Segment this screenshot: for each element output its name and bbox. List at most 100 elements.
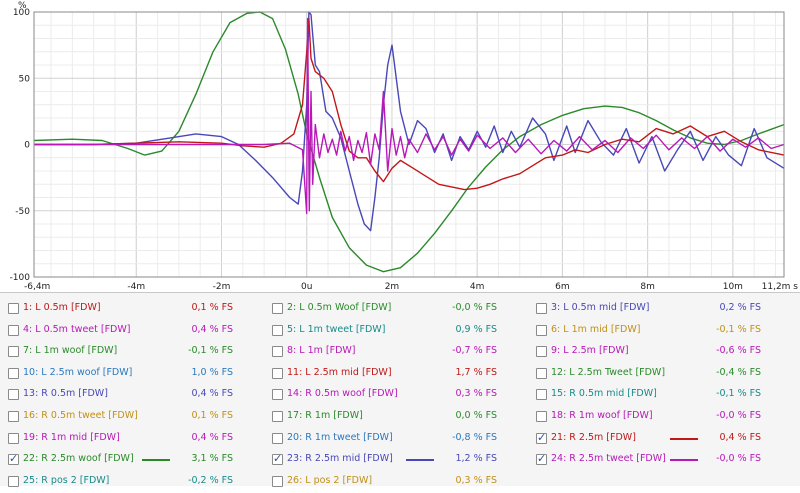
y-tick-label: -100 (10, 273, 31, 283)
legend-value: -0,4 % FS (716, 366, 761, 378)
legend-swatch (142, 459, 170, 462)
legend-checkbox[interactable] (536, 303, 547, 314)
legend-checkbox[interactable] (536, 346, 547, 358)
legend-value: 1,0 % FS (191, 366, 233, 378)
legend-checkbox[interactable] (272, 324, 283, 336)
legend-checkbox[interactable] (8, 303, 19, 314)
legend-value: -0,1 % FS (716, 323, 761, 335)
y-tick-label: 50 (19, 74, 31, 84)
series-line-2 (34, 11, 785, 232)
legend-checkbox[interactable] (8, 367, 19, 379)
legend-checkbox[interactable] (272, 475, 283, 487)
legend-checkbox[interactable] (536, 324, 547, 336)
legend-checkbox[interactable] (8, 452, 19, 466)
series-line-4 (34, 17, 785, 215)
legend-label[interactable]: 4: L 0.5m tweet [FDW] (23, 323, 131, 335)
legend-item: 6: L 1m mid [FDW] -0,1 % FS (528, 321, 793, 343)
legend-column-2: 2: L 0.5m Woof [FDW] -0,0 % FS 5: L 1m twe… (264, 299, 529, 493)
legend-label[interactable]: 10: L 2.5m woof [FDW] (23, 366, 133, 378)
legend-label[interactable]: 22: R 2.5m woof [FDW] (23, 453, 134, 465)
legend-label[interactable]: 6: L 1m mid [FDW] (551, 323, 641, 335)
x-tick-label: -4m (127, 282, 145, 292)
legend-checkbox[interactable] (8, 389, 19, 401)
legend-item: 7: L 1m woof [FDW] -0,1 % FS (0, 342, 265, 364)
legend-swatch (670, 437, 698, 440)
legend-column-3: 3: L 0.5m mid [FDW] 0,2 % FS 6: L 1m mid [… (528, 299, 793, 472)
tick-labels: -6,4m -4m -2m 0u 2m 4m 6m 8m 10m 11,2m s 100 50 0 -50… (10, 8, 799, 292)
legend-checkbox[interactable] (536, 452, 547, 466)
legend-item: 21: R 2.5m [FDW] 0,4 % FS (528, 429, 793, 451)
legend-label[interactable]: 24: R 2.5m tweet [FDW] (551, 453, 666, 465)
legend-checkbox[interactable] (272, 410, 283, 422)
legend-item: 8: L 1m [FDW] -0,7 % FS (264, 342, 529, 364)
legend-checkbox[interactable] (272, 303, 283, 314)
legend-checkbox[interactable] (8, 475, 19, 487)
legend-item: 15: R 0.5m mid [FDW] -0,1 % FS (528, 385, 793, 407)
legend-value: -0,8 % FS (452, 431, 497, 443)
legend-label[interactable]: 19: R 1m mid [FDW] (23, 431, 120, 443)
legend-label[interactable]: 13: R 0.5m [FDW] (23, 388, 108, 400)
legend-label[interactable]: 25: R pos 2 [FDW] (23, 474, 110, 486)
legend-swatch (670, 459, 698, 462)
legend-checkbox[interactable] (8, 346, 19, 358)
legend-value: -0,2 % FS (188, 474, 233, 486)
legend-value: 1,2 % FS (455, 453, 497, 465)
legend-checkbox[interactable] (536, 431, 547, 444)
legend-label[interactable]: 26: L pos 2 [FDW] (287, 474, 373, 486)
legend-value: 0,1 % FS (191, 302, 233, 313)
legend-item: 26: L pos 2 [FDW] 0,3 % FS (264, 472, 529, 493)
legend-value: 0,4 % FS (191, 323, 233, 335)
legend-item: 4: L 0.5m tweet [FDW] 0,4 % FS (0, 321, 265, 343)
legend-item: 13: R 0.5m [FDW] 0,4 % FS (0, 385, 265, 407)
legend-label[interactable]: 12: L 2.5m Tweet [FDW] (551, 366, 666, 378)
legend-checkbox[interactable] (272, 389, 283, 401)
legend-checkbox[interactable] (536, 389, 547, 401)
legend-checkbox[interactable] (272, 432, 283, 444)
chart-svg[interactable]: -6,4m -4m -2m 0u 2m 4m 6m 8m 10m 11,2m s 100 50 0 -50… (0, 0, 800, 292)
series-line-3 (34, 17, 785, 191)
legend-item: 16: R 0.5m tweet [FDW] 0,1 % FS (0, 407, 265, 429)
plot-frame (33, 11, 785, 278)
legend-label[interactable]: 11: L 2.5m mid [FDW] (287, 366, 392, 378)
legend-item: 18: R 1m woof [FDW] -0,0 % FS (528, 407, 793, 429)
legend-label[interactable]: 23: R 2.5m mid [FDW] (287, 453, 393, 465)
legend-label[interactable]: 7: L 1m woof [FDW] (23, 345, 118, 357)
legend-checkbox[interactable] (272, 346, 283, 358)
legend-checkbox[interactable] (8, 410, 19, 422)
legend-item: 12: L 2.5m Tweet [FDW] -0,4 % FS (528, 364, 793, 386)
legend-label[interactable]: 9: L 2.5m [FDW] (551, 345, 629, 357)
impulse-response-chart[interactable]: -6,4m -4m -2m 0u 2m 4m 6m 8m 10m 11,2m s 100 50 0 -50… (0, 0, 800, 292)
legend-item: 1: L 0.5m [FDW] 0,1 % FS (0, 299, 265, 321)
legend-label[interactable]: 14: R 0.5m woof [FDW] (287, 388, 398, 400)
legend-checkbox[interactable] (272, 367, 283, 379)
legend-checkbox[interactable] (8, 324, 19, 336)
series-lines (33, 11, 785, 273)
legend-item: 10: L 2.5m woof [FDW] 1,0 % FS (0, 364, 265, 386)
legend-panel: 1: L 0.5m [FDW] 0,1 % FS 4: L 0.5m tweet [… (0, 292, 800, 487)
legend-label[interactable]: 2: L 0.5m Woof [FDW] (287, 302, 392, 313)
x-tick-label: -2m (213, 282, 231, 292)
legend-value: 0,3 % FS (455, 474, 497, 486)
legend-label[interactable]: 20: R 1m tweet [FDW] (287, 431, 393, 443)
legend-label[interactable]: 5: L 1m tweet [FDW] (287, 323, 386, 335)
legend-label[interactable]: 15: R 0.5m mid [FDW] (551, 388, 657, 400)
legend-label[interactable]: 1: L 0.5m [FDW] (23, 302, 101, 313)
legend-checkbox[interactable] (8, 432, 19, 444)
legend-label[interactable]: 8: L 1m [FDW] (287, 345, 356, 357)
x-tick-label: 11,2m s (762, 282, 799, 292)
legend-checkbox[interactable] (272, 452, 283, 466)
legend-label[interactable]: 17: R 1m [FDW] (287, 409, 363, 421)
legend-checkbox[interactable] (536, 410, 547, 422)
legend-label[interactable]: 18: R 1m woof [FDW] (551, 409, 653, 421)
legend-column-1: 1: L 0.5m [FDW] 0,1 % FS 4: L 0.5m tweet [… (0, 299, 265, 493)
x-tick-label: 10m (723, 282, 743, 292)
legend-value: -0,0 % FS (452, 302, 497, 313)
y-axis-label: % (18, 1, 27, 11)
legend-label[interactable]: 21: R 2.5m [FDW] (551, 431, 636, 443)
legend-checkbox[interactable] (536, 367, 547, 379)
legend-value: -0,0 % FS (716, 453, 761, 465)
legend-label[interactable]: 16: R 0.5m tweet [FDW] (23, 409, 138, 421)
legend-value: 0,4 % FS (191, 431, 233, 443)
legend-label[interactable]: 3: L 0.5m mid [FDW] (551, 302, 650, 313)
legend-value: 0,2 % FS (719, 302, 761, 313)
